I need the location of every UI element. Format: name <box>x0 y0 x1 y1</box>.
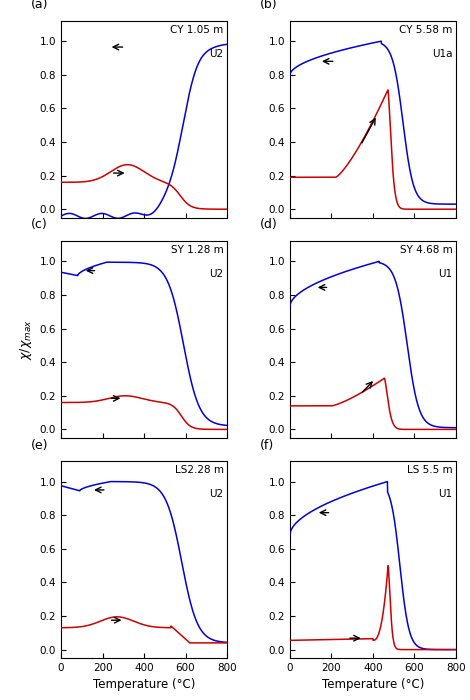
Text: CY 1.05 m: CY 1.05 m <box>171 25 224 35</box>
Text: (b): (b) <box>260 0 278 11</box>
Text: LS2.28 m: LS2.28 m <box>175 466 224 475</box>
Text: CY 5.58 m: CY 5.58 m <box>399 25 453 35</box>
Text: (d): (d) <box>260 218 278 232</box>
Text: LS 5.5 m: LS 5.5 m <box>407 466 453 475</box>
X-axis label: Temperature (°C): Temperature (°C) <box>93 678 195 692</box>
Y-axis label: $\chi$/$\chi_{max}$: $\chi$/$\chi_{max}$ <box>18 319 34 360</box>
Text: (f): (f) <box>260 439 274 452</box>
Text: U2: U2 <box>210 489 224 499</box>
Text: U1a: U1a <box>432 48 453 59</box>
Text: U1: U1 <box>439 269 453 279</box>
X-axis label: Temperature (°C): Temperature (°C) <box>322 678 424 692</box>
Text: U2: U2 <box>210 48 224 59</box>
Text: SY 4.68 m: SY 4.68 m <box>400 245 453 255</box>
Text: (c): (c) <box>31 218 48 232</box>
Text: U1: U1 <box>439 489 453 499</box>
Text: (e): (e) <box>31 439 49 452</box>
Text: (a): (a) <box>31 0 49 11</box>
Text: SY 1.28 m: SY 1.28 m <box>171 245 224 255</box>
Text: U2: U2 <box>210 269 224 279</box>
